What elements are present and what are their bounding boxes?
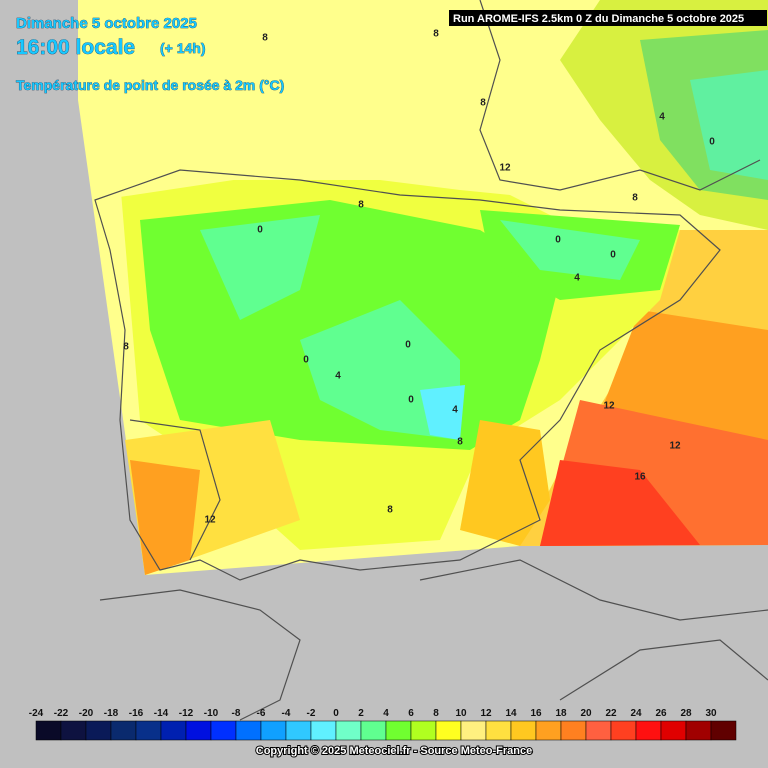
legend-swatch	[210, 720, 237, 741]
legend-swatch	[360, 720, 387, 741]
contour-label: 8	[632, 193, 638, 204]
contour-label: 8	[262, 33, 268, 44]
legend-label: 10	[455, 708, 467, 719]
legend-label: -6	[257, 708, 266, 719]
legend-swatch	[535, 720, 562, 741]
contour-label: 0	[405, 340, 411, 351]
legend-swatch	[60, 720, 87, 741]
legend-label: 30	[705, 708, 717, 719]
legend-label: 8	[433, 708, 439, 719]
copyright: Copyright © 2025 Meteociel.fr - Source M…	[256, 745, 532, 757]
contour-label: 8	[387, 505, 393, 516]
parameter: Température de point de rosée à 2m (°C)	[16, 77, 284, 93]
legend-swatch	[335, 720, 362, 741]
legend-label: -4	[282, 708, 291, 719]
legend-swatch	[610, 720, 637, 741]
legend-label: 26	[655, 708, 667, 719]
legend-label: 2	[358, 708, 364, 719]
borders	[94, 0, 768, 721]
legend-swatch	[35, 720, 62, 741]
legend-swatch	[510, 720, 537, 741]
contour-label: 12	[669, 441, 681, 452]
contour-label: 8	[480, 98, 486, 109]
contour-label: 0	[257, 225, 263, 236]
contour-labels: 8 8 8 4 0 12 8 8 0 0 0 4 8 0 0 4 0 4 12 …	[123, 29, 715, 526]
model-domain	[78, 0, 768, 575]
legend-swatch	[435, 720, 462, 741]
legend-swatch	[85, 720, 112, 741]
contour-label: 12	[204, 515, 216, 526]
legend-swatch	[260, 720, 287, 741]
legend-swatch	[685, 720, 712, 741]
legend-swatch	[110, 720, 137, 741]
contour-label: 4	[659, 112, 665, 123]
date-title: Dimanche 5 octobre 2025	[16, 15, 197, 32]
run-info: Run AROME-IFS 2.5km 0 Z du Dimanche 5 oc…	[453, 13, 744, 25]
contour-label: 4	[452, 405, 458, 416]
legend-label: 24	[630, 708, 642, 719]
legend-label: 22	[605, 708, 617, 719]
legend-label: 16	[530, 708, 542, 719]
contour-label: 8	[123, 342, 129, 353]
legend-swatch	[585, 720, 612, 741]
contour-label: 12	[499, 163, 511, 174]
time-title: 16:00 locale	[16, 36, 135, 59]
contour-label: 8	[457, 437, 463, 448]
legend-label: 12	[480, 708, 492, 719]
legend-swatch	[460, 720, 487, 741]
contour-label: 8	[433, 29, 439, 40]
legend: -24 -22 -20 -18 -16 -14 -12 -10 -8 -6 -4 -2 0 2 4 6 8 10 1…	[29, 708, 737, 741]
contour-label: 4	[335, 371, 341, 382]
legend-label: -10	[204, 708, 219, 719]
contour-label: 0	[610, 250, 616, 261]
legend-label: -8	[232, 708, 241, 719]
legend-swatch	[485, 720, 512, 741]
contour-label: 0	[408, 395, 414, 406]
legend-label: -24	[29, 708, 44, 719]
contour-label: 8	[358, 200, 364, 211]
run-box	[449, 10, 767, 26]
legend-swatch	[560, 720, 587, 741]
legend-swatch	[185, 720, 212, 741]
legend-swatch	[410, 720, 437, 741]
contour-label: 0	[303, 355, 309, 366]
contour-label: 16	[634, 472, 646, 483]
legend-swatch	[635, 720, 662, 741]
legend-swatch	[235, 720, 262, 741]
legend-swatch	[285, 720, 312, 741]
legend-swatch	[710, 720, 737, 741]
legend-label: -12	[179, 708, 194, 719]
legend-label: 6	[408, 708, 414, 719]
contour-label: 0	[709, 137, 715, 148]
legend-label: 18	[555, 708, 567, 719]
legend-label: 20	[580, 708, 592, 719]
legend-label: -14	[154, 708, 169, 719]
legend-swatch	[660, 720, 687, 741]
legend-label: 0	[333, 708, 339, 719]
legend-label: -22	[54, 708, 69, 719]
contour-label: 12	[603, 401, 615, 412]
legend-label: -18	[104, 708, 119, 719]
legend-label: -20	[79, 708, 94, 719]
legend-label: -16	[129, 708, 144, 719]
legend-label: 4	[383, 708, 389, 719]
legend-label: 28	[680, 708, 692, 719]
legend-swatch	[135, 720, 162, 741]
legend-label: 14	[505, 708, 517, 719]
contour-label: 4	[574, 273, 580, 284]
legend-label: -2	[307, 708, 316, 719]
lead-time: (+ 14h)	[160, 40, 206, 56]
legend-swatch	[385, 720, 412, 741]
legend-swatch	[310, 720, 337, 741]
contour-label: 0	[555, 235, 561, 246]
legend-swatch	[160, 720, 187, 741]
